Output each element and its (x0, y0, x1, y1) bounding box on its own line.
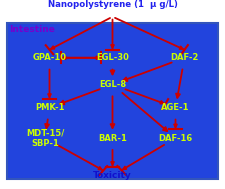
Text: DAF-2: DAF-2 (170, 53, 199, 62)
Text: BAR-1: BAR-1 (98, 134, 127, 143)
Text: GPA-10: GPA-10 (32, 53, 67, 62)
FancyBboxPatch shape (7, 23, 218, 179)
Text: Toxicity: Toxicity (93, 171, 132, 180)
Text: EGL-8: EGL-8 (99, 80, 126, 89)
Text: MDT-15/
SBP-1: MDT-15/ SBP-1 (26, 128, 64, 148)
Text: PMK-1: PMK-1 (35, 103, 64, 112)
Text: EGL-30: EGL-30 (96, 53, 129, 62)
Text: Nanopolystyrene (1  μ g/L): Nanopolystyrene (1 μ g/L) (47, 0, 178, 9)
Text: Intestine: Intestine (9, 25, 55, 34)
Text: AGE-1: AGE-1 (161, 103, 190, 112)
Text: DAF-16: DAF-16 (158, 134, 193, 143)
